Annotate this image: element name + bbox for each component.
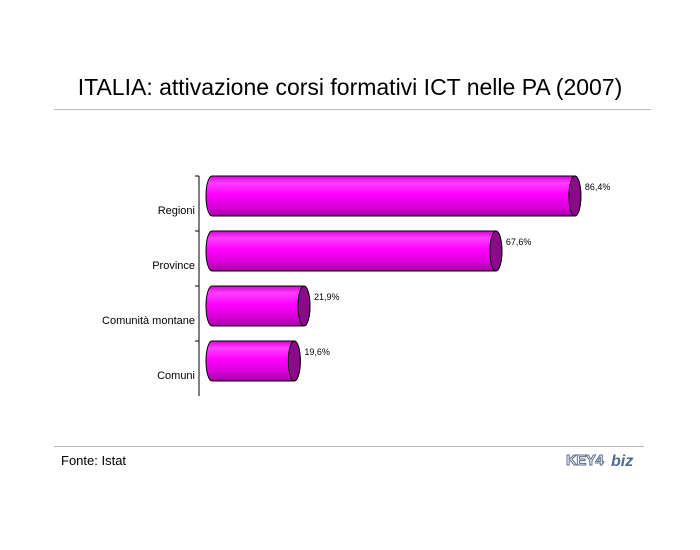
bar-end-cap — [489, 230, 503, 272]
bar-body — [205, 285, 311, 327]
bar-end-cap — [297, 285, 311, 327]
value-label: 21,9% — [314, 292, 340, 302]
source-note: Fonte: Istat — [61, 453, 127, 468]
key4biz-logo: KEY4 biz — [565, 452, 642, 474]
bar — [205, 340, 301, 382]
bar — [205, 285, 311, 327]
category-label: Regioni — [158, 205, 195, 217]
bar-end-cap — [568, 175, 582, 217]
chart-title: ITALIA: attivazione corsi formativi ICT … — [77, 74, 623, 100]
title-divider — [54, 109, 651, 110]
logo-text-key4: KEY4 — [565, 452, 604, 470]
bar — [205, 230, 503, 272]
labels: 86,4% Regioni 67,6% Province 21,9% Comunità m… — [102, 182, 610, 382]
bar — [205, 175, 582, 217]
category-label: Comunità montane — [102, 315, 195, 327]
logo-text-biz: biz — [611, 453, 634, 470]
y-axis — [195, 175, 200, 396]
value-label: 19,6% — [304, 347, 330, 357]
value-label: 67,6% — [506, 237, 532, 247]
bars — [205, 175, 582, 382]
category-label: Province — [152, 260, 195, 272]
bar-end-cap — [287, 340, 301, 382]
bar-body — [205, 175, 582, 217]
category-label: Comuni — [157, 370, 195, 382]
footer-divider — [54, 446, 644, 447]
bar-body — [205, 340, 301, 382]
value-label: 86,4% — [585, 182, 611, 192]
bar-body — [205, 230, 503, 272]
